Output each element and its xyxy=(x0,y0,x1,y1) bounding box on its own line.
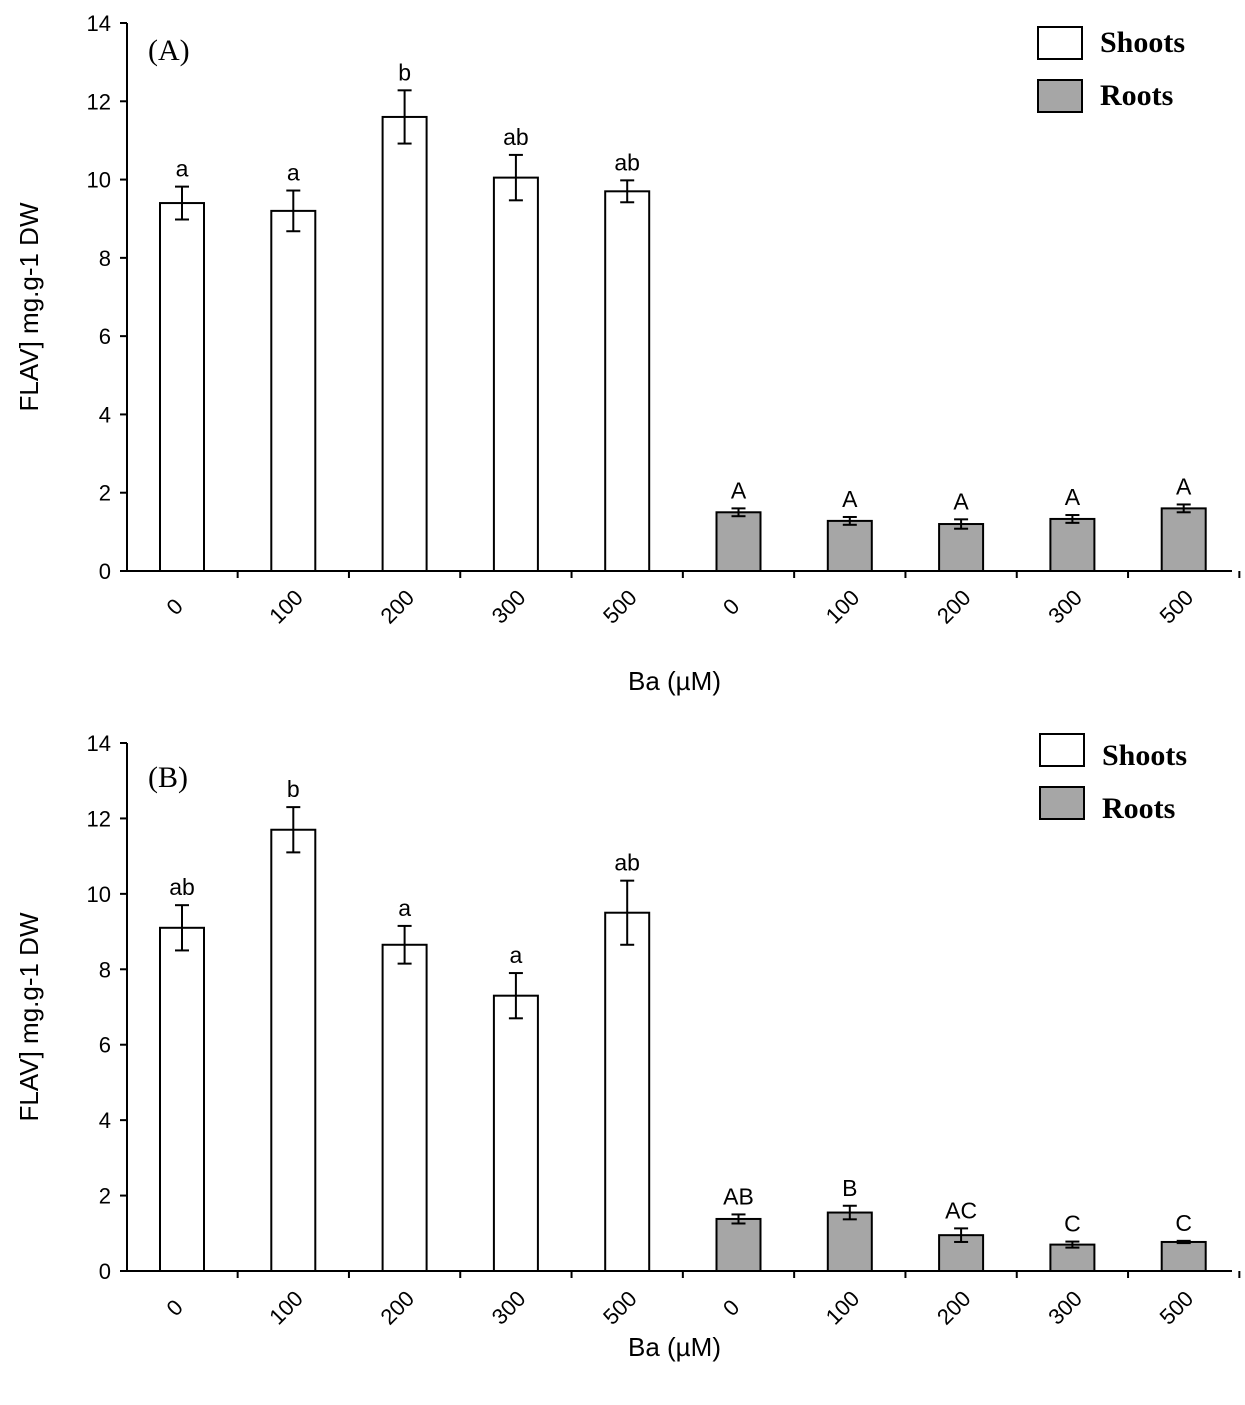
x-tick-label: 300 xyxy=(487,585,531,629)
x-tick-label: 500 xyxy=(598,585,642,629)
roots-bar xyxy=(826,519,873,573)
y-tick-label: 8 xyxy=(99,957,111,982)
x-tick-label: 0 xyxy=(718,594,744,620)
significance-letter: b xyxy=(398,59,411,85)
x-tick-label: 200 xyxy=(932,1286,976,1330)
roots-bar xyxy=(1160,1240,1207,1272)
y-tick-label: 0 xyxy=(99,559,111,584)
x-tick-label: 500 xyxy=(1155,1286,1199,1330)
shoots-bar xyxy=(270,828,317,1272)
legend-swatch-shoots xyxy=(1037,26,1083,60)
x-tick-label: 200 xyxy=(932,585,976,629)
y-tick-label: 12 xyxy=(87,806,111,831)
y-tick-label: 6 xyxy=(99,324,111,349)
shoots-bar xyxy=(159,202,205,573)
y-tick-label: 4 xyxy=(99,1108,111,1133)
legend: Shoots Roots xyxy=(1039,733,1187,825)
legend-swatch-shoots xyxy=(1039,733,1085,767)
significance-letter: a xyxy=(287,160,300,186)
shoots-bar xyxy=(492,994,539,1273)
x-tick-label: 200 xyxy=(375,1286,419,1330)
shoots-bar xyxy=(492,176,539,572)
roots-bar xyxy=(826,1211,873,1272)
panel-label: (A) xyxy=(148,34,190,67)
shoots-bar xyxy=(381,943,428,1272)
significance-letter: a xyxy=(510,942,523,968)
significance-letter: A xyxy=(1176,473,1192,499)
roots-bar xyxy=(1160,507,1207,572)
x-axis-title: Ba (µM) xyxy=(628,666,721,696)
significance-letter: b xyxy=(287,776,300,802)
y-tick-label: 2 xyxy=(99,1184,111,1209)
significance-letter: ab xyxy=(614,149,640,175)
x-tick-label: 300 xyxy=(1043,1286,1087,1330)
x-axis-title: Ba (µM) xyxy=(628,1332,721,1362)
y-tick-label: 4 xyxy=(99,402,111,427)
roots-bar xyxy=(715,511,762,572)
y-tick-label: 6 xyxy=(99,1033,111,1058)
significance-letter: ab xyxy=(503,124,529,150)
significance-letter: AB xyxy=(723,1183,754,1209)
y-tick-label: 8 xyxy=(99,246,111,271)
panel-label: (B) xyxy=(148,761,188,794)
y-tick-label: 0 xyxy=(99,1259,111,1284)
x-tick-label: 0 xyxy=(162,1295,188,1321)
significance-letter: A xyxy=(731,477,747,503)
legend-label-shoots: Shoots xyxy=(1102,739,1187,772)
legend: Shoots Roots xyxy=(1037,26,1185,113)
x-tick-label: 100 xyxy=(264,585,308,629)
legend-label-roots: Roots xyxy=(1100,79,1173,112)
significance-letter: A xyxy=(1065,484,1081,510)
significance-letter: a xyxy=(176,156,189,182)
y-tick-label: 2 xyxy=(99,481,111,506)
significance-letter: a xyxy=(398,895,411,921)
significance-letter: A xyxy=(953,488,969,514)
y-axis-title: FLAV] mg.g-1 DW xyxy=(14,202,44,411)
chart-panel-b: 0 2 4 6 8 10 12 14 FLAV] mg.g-1 DW ab 0 b 100 a 200 a 30… xyxy=(14,731,1241,1362)
significance-letter: ab xyxy=(614,850,640,876)
y-tick-label: 14 xyxy=(87,731,111,756)
shoots-bar xyxy=(381,115,428,572)
legend-label-roots: Roots xyxy=(1102,792,1175,825)
x-tick-label: 0 xyxy=(162,594,188,620)
x-tick-label: 200 xyxy=(375,585,419,629)
shoots-bar xyxy=(604,190,651,572)
roots-bar xyxy=(715,1217,762,1273)
significance-letter: C xyxy=(1175,1210,1192,1236)
shoots-bar xyxy=(159,926,205,1272)
roots-bar xyxy=(938,523,985,572)
x-tick-label: 100 xyxy=(264,1286,308,1330)
y-tick-label: 14 xyxy=(87,11,111,36)
chart-panel-a: 0 2 4 6 8 10 12 14 FLAV] mg.g-1 DW a 0 a 100 b 200 ab 30… xyxy=(14,11,1241,696)
significance-letter: AC xyxy=(945,1197,977,1223)
roots-bar xyxy=(1049,517,1096,573)
x-tick-label: 0 xyxy=(718,1295,744,1321)
y-tick-label: 12 xyxy=(87,89,111,114)
x-tick-label: 500 xyxy=(1155,585,1199,629)
legend-swatch-roots xyxy=(1037,79,1083,113)
x-tick-label: 500 xyxy=(598,1286,642,1330)
x-tick-label: 100 xyxy=(821,1286,865,1330)
y-axis-title: FLAV] mg.g-1 DW xyxy=(14,912,44,1121)
x-tick-label: 300 xyxy=(487,1286,531,1330)
significance-letter: ab xyxy=(169,874,195,900)
legend-label-shoots: Shoots xyxy=(1100,26,1185,59)
significance-letter: A xyxy=(842,486,858,512)
x-tick-label: 100 xyxy=(821,585,865,629)
shoots-bar xyxy=(604,911,651,1272)
legend-swatch-roots xyxy=(1039,786,1085,820)
y-tick-label: 10 xyxy=(87,882,111,907)
y-tick-label: 10 xyxy=(87,168,111,193)
significance-letter: B xyxy=(842,1175,857,1201)
shoots-bar xyxy=(270,209,317,572)
x-tick-label: 300 xyxy=(1043,585,1087,629)
significance-letter: C xyxy=(1064,1211,1081,1237)
